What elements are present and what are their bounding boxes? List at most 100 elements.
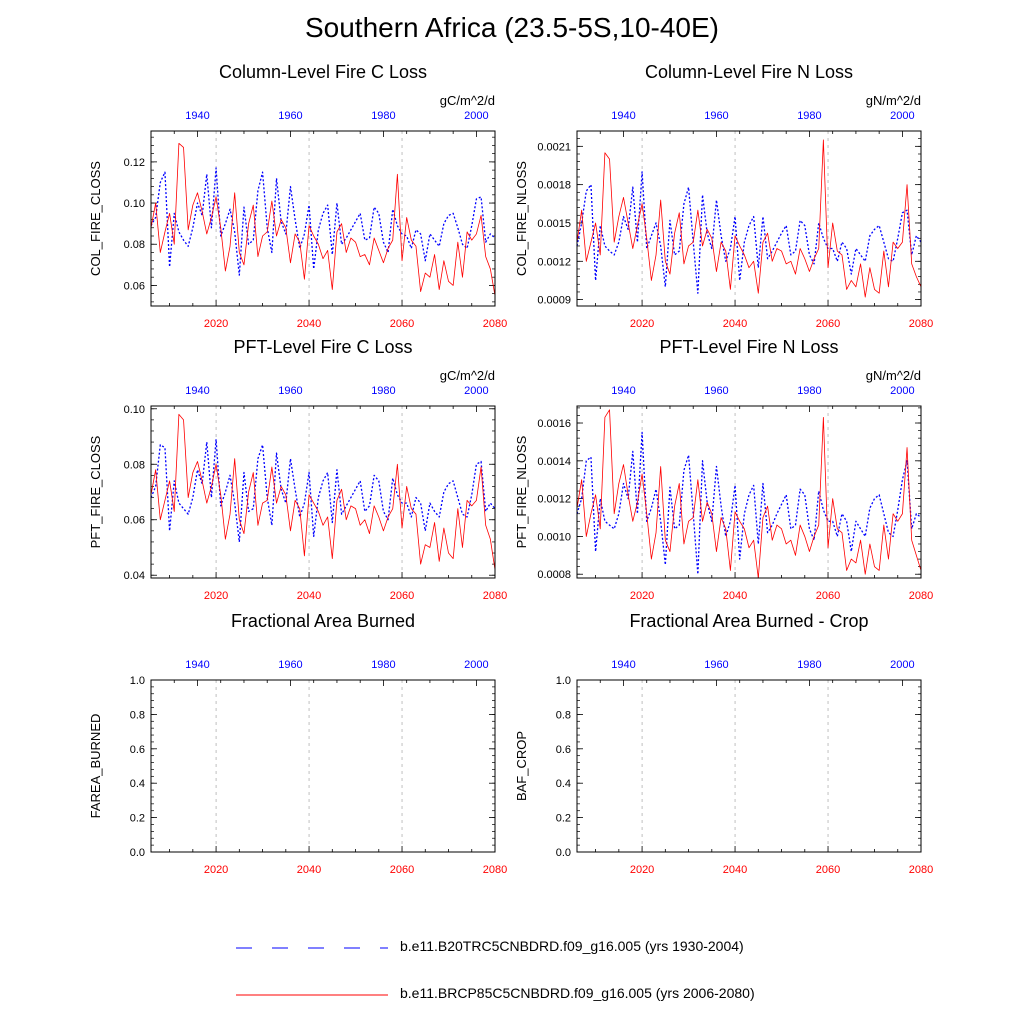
x-bottom-tick-label: 2020 <box>204 318 228 330</box>
y-tick-label: 0.2 <box>130 813 145 825</box>
y-tick-label: 0.0016 <box>537 418 571 430</box>
y-tick-label: 0.10 <box>124 404 145 416</box>
y-tick-label: 0.6 <box>556 744 571 756</box>
y-tick-label: 0.08 <box>124 239 145 251</box>
series-historical-line <box>576 171 922 294</box>
x-bottom-tick-label: 2020 <box>630 318 654 330</box>
y-tick-label: 0.0018 <box>537 180 571 192</box>
y-tick-label: 0.0010 <box>537 531 571 543</box>
figure-title: Southern Africa (23.5-5S,10-40E) <box>304 12 719 43</box>
panel-title: PFT-Level Fire N Loss <box>659 337 838 357</box>
y-tick-label: 0.2 <box>556 813 571 825</box>
legend-swatch-solid-red <box>236 994 388 996</box>
x-bottom-tick-label: 2020 <box>630 864 654 876</box>
x-top-tick-label: 1960 <box>278 110 302 122</box>
x-bottom-tick-label: 2060 <box>390 864 414 876</box>
plot-frame <box>150 405 496 579</box>
x-bottom-tick-label: 2020 <box>204 864 228 876</box>
plot-frame <box>576 405 922 579</box>
y-tick-label: 0.10 <box>124 198 145 210</box>
y-tick-label: 0.0 <box>130 847 145 859</box>
series-rcp85-line <box>576 409 922 579</box>
panel-title: PFT-Level Fire C Loss <box>233 337 412 357</box>
x-bottom-tick-label: 2040 <box>723 864 747 876</box>
x-top-tick-label: 2000 <box>890 385 914 397</box>
panel-title: Fractional Area Burned - Crop <box>629 611 868 631</box>
plot-frame <box>576 130 922 307</box>
chart-panel-5: Fractional Area Burned 0.0 0.2 0.4 0.6 0.8 1.0… <box>88 611 507 876</box>
y-axis-label: BAF_CROP <box>514 731 529 801</box>
x-bottom-tick-label: 2080 <box>909 864 933 876</box>
x-bottom-tick-label: 2060 <box>816 590 840 602</box>
x-bottom-tick-label: 2060 <box>816 318 840 330</box>
x-top-tick-label: 1940 <box>185 385 209 397</box>
series-historical-line <box>576 431 922 575</box>
x-top-tick-label: 2000 <box>464 385 488 397</box>
y-axis-label: FAREA_BURNED <box>88 714 103 819</box>
x-top-tick-label: 1960 <box>278 385 302 397</box>
series-rcp85-line <box>150 413 496 570</box>
x-top-tick-label: 1940 <box>185 659 209 671</box>
y-tick-label: 0.0012 <box>537 256 571 268</box>
x-top-tick-label: 1940 <box>611 385 635 397</box>
y-tick-label: 0.0 <box>556 847 571 859</box>
chart-panel-1: Column-Level Fire C Loss gC/m^2/d 0.06 0.08… <box>88 62 507 330</box>
x-top-tick-label: 1980 <box>371 110 395 122</box>
chart-panel-2: Column-Level Fire N Loss gN/m^2/d 0.0009 0.… <box>514 62 933 330</box>
x-top-tick-label: 1960 <box>704 385 728 397</box>
x-bottom-tick-label: 2020 <box>630 590 654 602</box>
y-axis-label: PFT_FIRE_CLOSS <box>88 435 103 548</box>
x-bottom-tick-label: 2080 <box>483 318 507 330</box>
y-tick-label: 0.04 <box>124 570 145 582</box>
x-bottom-tick-label: 2040 <box>297 864 321 876</box>
x-top-tick-label: 1980 <box>797 110 821 122</box>
legend-entry-rcp85: b.e11.BRCP85C5CNBDRD.f09_g16.005 (yrs 20… <box>232 985 792 1005</box>
x-top-tick-label: 2000 <box>890 659 914 671</box>
x-bottom-tick-label: 2020 <box>204 590 228 602</box>
series-historical-line <box>150 167 496 276</box>
y-axis-label: PFT_FIRE_NLOSS <box>514 435 529 548</box>
legend-label-rcp85: b.e11.BRCP85C5CNBDRD.f09_g16.005 (yrs 20… <box>400 985 755 1001</box>
y-tick-label: 0.0008 <box>537 569 571 581</box>
x-top-tick-label: 1940 <box>611 659 635 671</box>
x-top-tick-label: 2000 <box>464 659 488 671</box>
x-bottom-tick-label: 2040 <box>297 590 321 602</box>
plot-frame <box>150 679 496 853</box>
y-tick-label: 0.0012 <box>537 494 571 506</box>
y-tick-label: 0.6 <box>130 744 145 756</box>
panel-title: Column-Level Fire C Loss <box>219 62 427 82</box>
chart-panel-4: PFT-Level Fire N Loss gN/m^2/d 0.0008 0.001… <box>514 337 933 602</box>
x-top-tick-label: 1980 <box>371 385 395 397</box>
x-bottom-tick-label: 2080 <box>909 318 933 330</box>
y-tick-label: 0.8 <box>556 709 571 721</box>
y-axis-label: COL_FIRE_CLOSS <box>88 161 103 276</box>
x-bottom-tick-label: 2060 <box>390 318 414 330</box>
series-historical-line <box>150 438 496 543</box>
panel-title: Column-Level Fire N Loss <box>645 62 853 82</box>
y-tick-label: 0.08 <box>124 459 145 471</box>
x-top-tick-label: 1980 <box>797 659 821 671</box>
x-top-tick-label: 1960 <box>278 659 302 671</box>
panel-title: Fractional Area Burned <box>231 611 415 631</box>
y-tick-label: 0.8 <box>130 709 145 721</box>
units-label: gC/m^2/d <box>440 93 495 108</box>
y-tick-label: 0.12 <box>124 157 145 169</box>
y-tick-label: 0.4 <box>556 778 571 790</box>
units-label: gC/m^2/d <box>440 368 495 383</box>
chart-panel-3: PFT-Level Fire C Loss gC/m^2/d 0.04 0.06 0.0… <box>88 337 507 602</box>
x-bottom-tick-label: 2040 <box>297 318 321 330</box>
y-axis-label: COL_FIRE_NLOSS <box>514 161 529 276</box>
series-rcp85-line <box>576 139 922 298</box>
x-bottom-tick-label: 2080 <box>483 590 507 602</box>
units-label: gN/m^2/d <box>866 93 921 108</box>
plot-frame <box>150 130 496 307</box>
units-label: gN/m^2/d <box>866 368 921 383</box>
y-tick-label: 0.06 <box>124 280 145 292</box>
chart-panel-6: Fractional Area Burned - Crop 0.0 0.2 0.4 0.… <box>514 611 933 876</box>
x-top-tick-label: 2000 <box>890 110 914 122</box>
y-tick-label: 0.0015 <box>537 218 571 230</box>
x-top-tick-label: 1980 <box>797 385 821 397</box>
y-tick-label: 0.4 <box>130 778 145 790</box>
y-tick-label: 0.0014 <box>537 456 571 468</box>
